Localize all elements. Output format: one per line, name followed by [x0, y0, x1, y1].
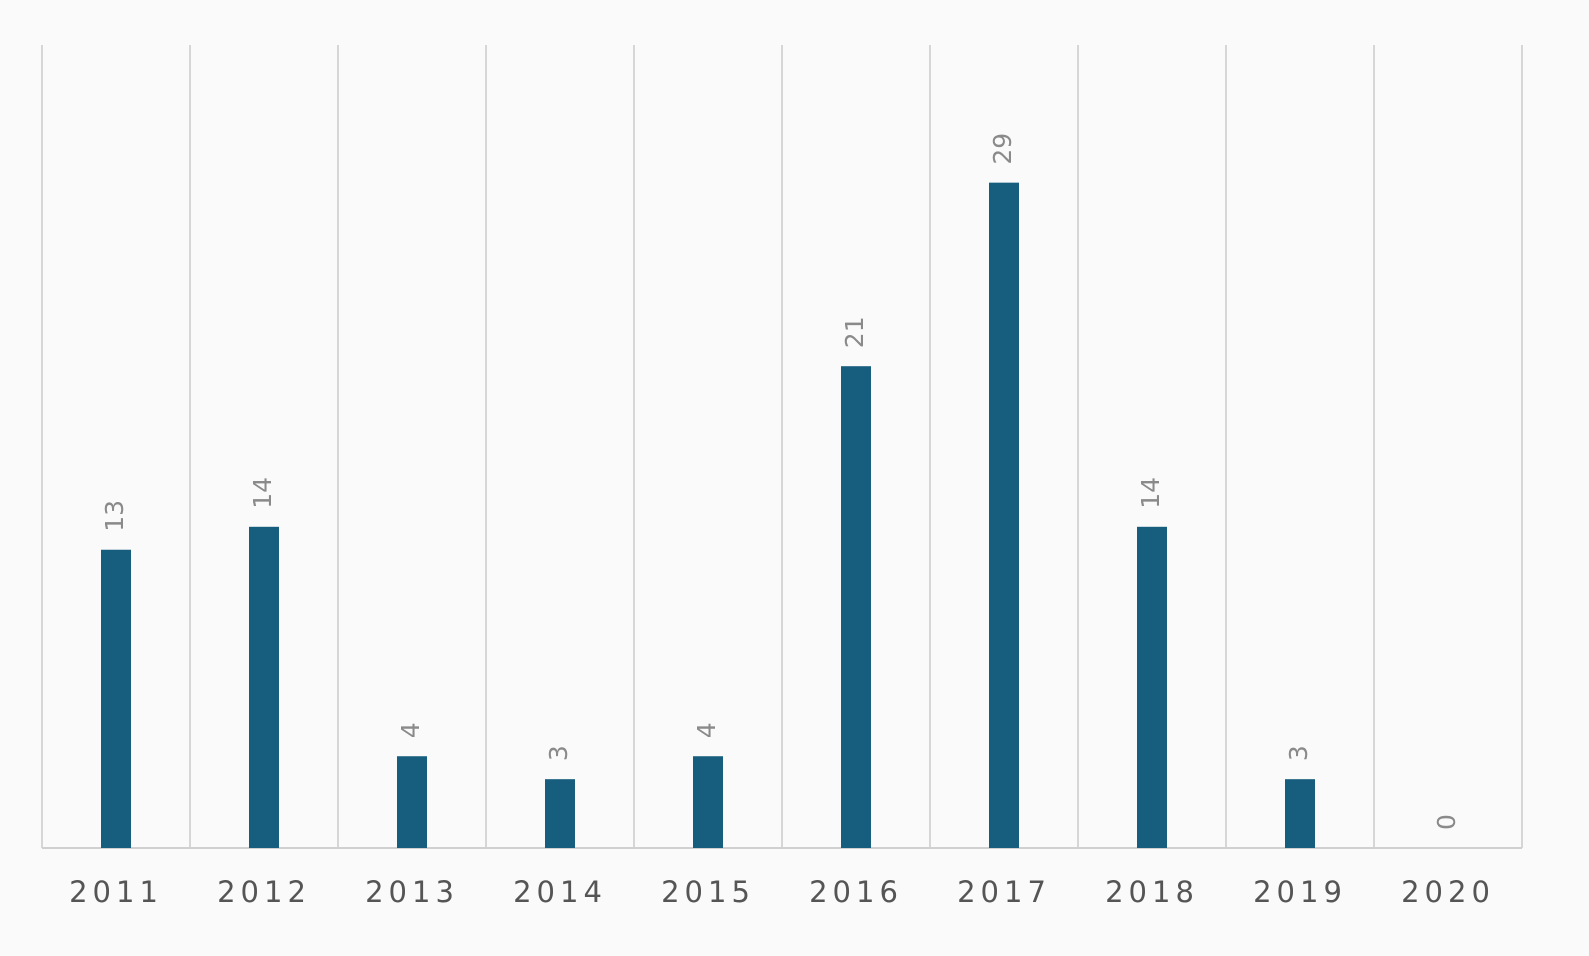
data-label: 14 [1136, 477, 1165, 509]
data-label: 14 [248, 477, 277, 509]
bar [1285, 779, 1315, 848]
x-tick-label: 2013 [365, 875, 459, 909]
x-tick-label: 2019 [1253, 875, 1347, 909]
bar [101, 549, 131, 848]
bar [1137, 526, 1167, 848]
x-tick-label: 2017 [957, 875, 1051, 909]
data-label: 21 [840, 316, 869, 348]
x-tick-label: 2014 [513, 875, 607, 909]
data-label: 0 [1432, 814, 1461, 830]
bar [397, 756, 427, 848]
x-tick-label: 2015 [661, 875, 755, 909]
data-label: 13 [100, 500, 129, 532]
data-label: 29 [988, 133, 1017, 165]
data-label: 4 [396, 722, 425, 738]
bar [693, 756, 723, 848]
bar [989, 182, 1019, 848]
data-label: 3 [1284, 745, 1313, 761]
x-tick-label: 2018 [1105, 875, 1199, 909]
bar [841, 366, 871, 848]
x-tick-label: 2020 [1401, 875, 1495, 909]
x-tick-label: 2011 [69, 875, 163, 909]
bar [249, 526, 279, 848]
data-label: 3 [544, 745, 573, 761]
bar [545, 779, 575, 848]
data-label: 4 [692, 722, 721, 738]
x-tick-label: 2016 [809, 875, 903, 909]
x-tick-label: 2012 [217, 875, 311, 909]
